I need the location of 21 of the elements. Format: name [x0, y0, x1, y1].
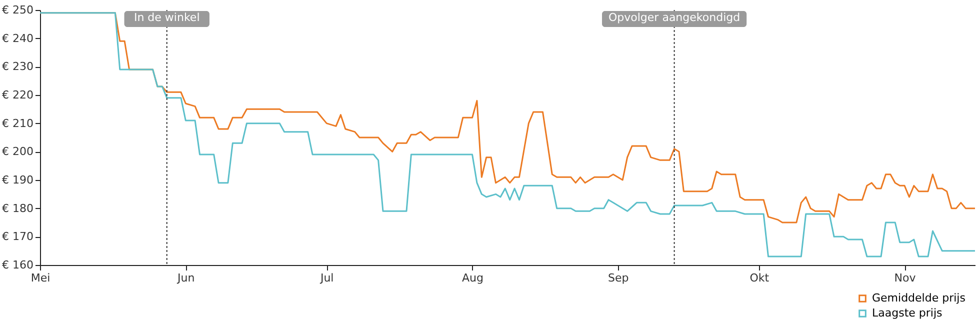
x-tick-label: Jul	[319, 272, 334, 284]
ref-line-label: Opvolger aangekondigd	[608, 11, 740, 24]
x-tick-label: Nov	[894, 272, 916, 284]
y-tick-label: € 210	[2, 116, 34, 130]
x-tick-label: Mei	[30, 272, 50, 284]
y-tick-label: € 160	[2, 258, 34, 272]
y-tick-label: € 230	[2, 60, 34, 74]
legend-label: Laagste prijs	[872, 306, 943, 320]
y-tick-label: € 190	[2, 174, 34, 186]
x-tick-label: Sep	[608, 272, 629, 284]
ref-line-label: In de winkel	[134, 11, 200, 24]
y-tick-label: € 170	[2, 230, 34, 244]
y-tick-label: € 240	[2, 32, 34, 45]
y-tick-label: € 180	[2, 202, 34, 215]
legend-label: Gemiddelde prijs	[872, 292, 966, 304]
y-tick-label: € 220	[2, 88, 34, 102]
y-tick-label: € 250	[2, 4, 34, 16]
y-tick-label: € 200	[2, 145, 34, 158]
x-tick-label: Okt	[750, 272, 770, 284]
x-tick-label: Aug	[462, 272, 484, 284]
x-tick-label: Jun	[176, 272, 195, 284]
